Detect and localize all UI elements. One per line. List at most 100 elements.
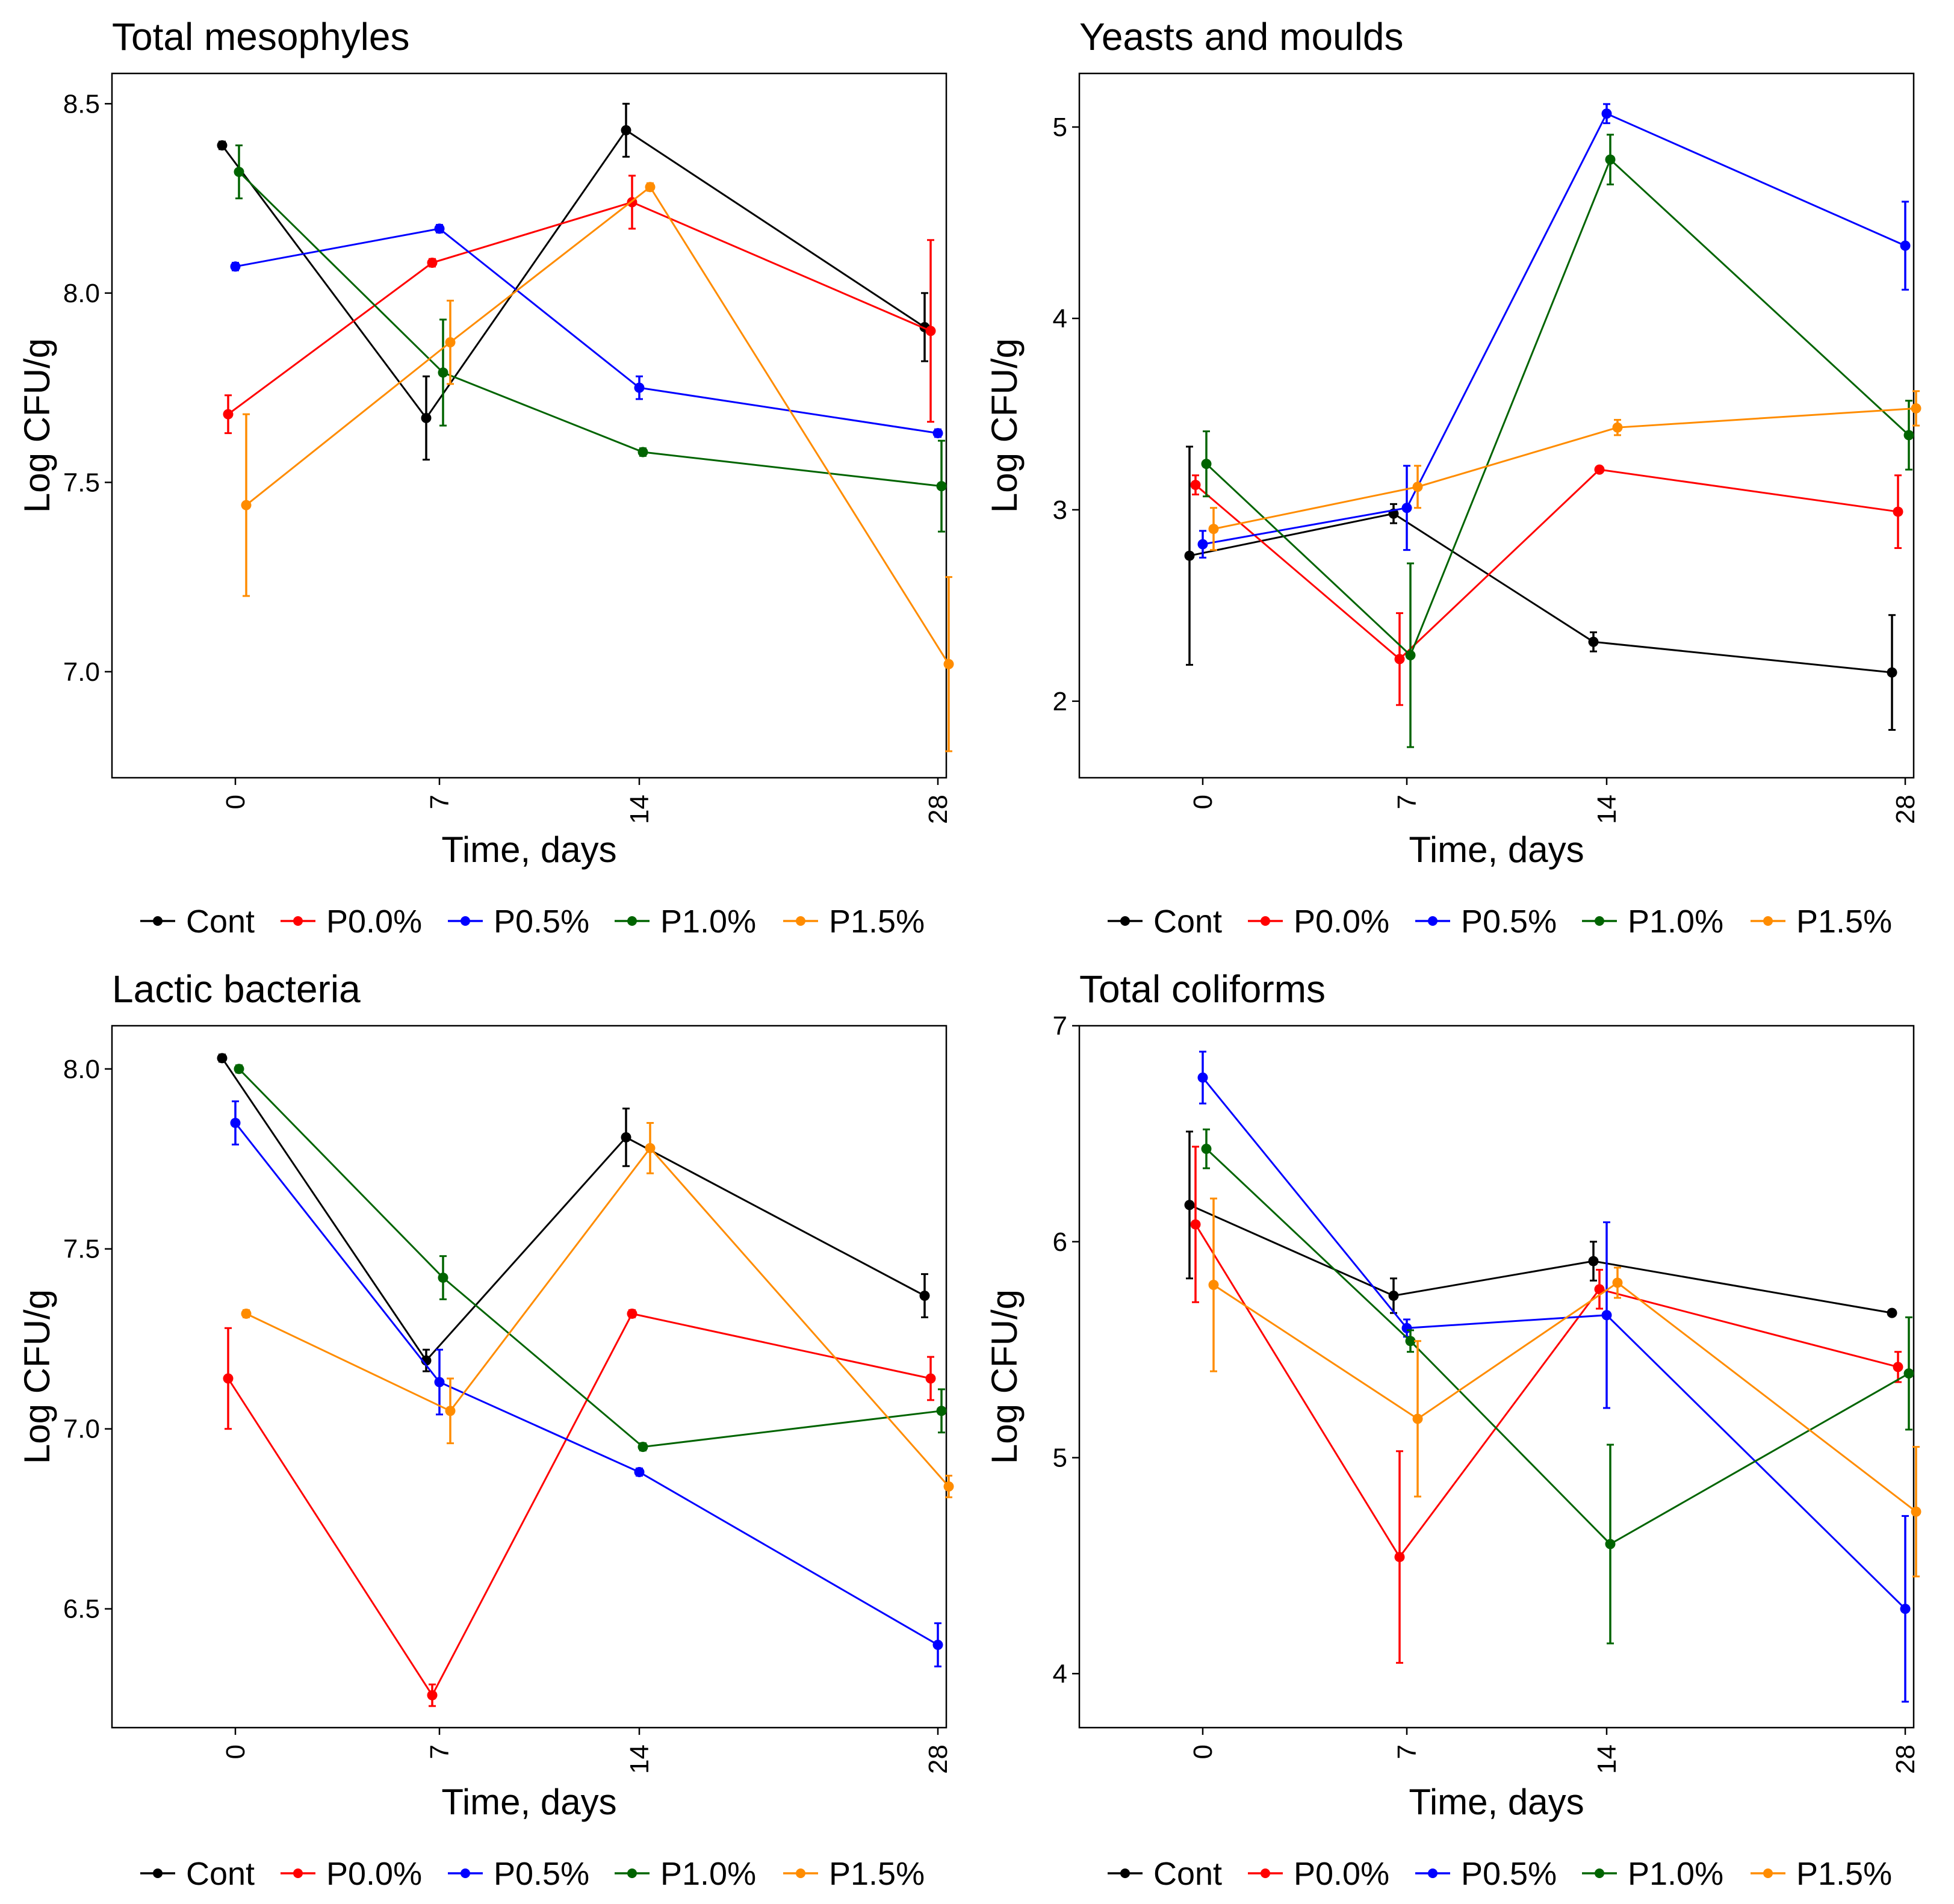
data-point	[217, 1053, 228, 1064]
series-line	[246, 1146, 950, 1487]
data-point	[445, 337, 456, 348]
series-P1.5%	[1208, 1197, 1921, 1578]
series-P0.5%	[230, 1100, 943, 1667]
y-tick-label: 7	[1053, 1011, 1067, 1041]
panel-1: Total mesophyles 7.0 7.5 8.0 8.5 0 7 14 28 Time, …	[17, 15, 954, 940]
data-point	[445, 1406, 456, 1416]
x-tick-label: 14	[1592, 795, 1622, 824]
data-point	[1588, 1256, 1599, 1267]
x-tick-label: 28	[923, 795, 953, 824]
data-point	[932, 1639, 943, 1650]
x-tick-label: 14	[1592, 1744, 1622, 1774]
legend-label: P1.0%	[660, 904, 756, 940]
plot-frame	[111, 1025, 948, 1729]
series-line	[1205, 1148, 1909, 1545]
x-tick-label: 0	[221, 1744, 250, 1759]
legend-label: P0.5%	[494, 904, 589, 940]
data-point	[936, 1406, 947, 1416]
series-line	[1213, 407, 1917, 530]
data-point	[1401, 503, 1412, 513]
series-line	[1189, 512, 1893, 674]
panel-title: Total mesophyles	[112, 15, 409, 58]
legend-marker	[1261, 1868, 1270, 1878]
data-point	[1201, 459, 1212, 470]
y-tick-label: 7.0	[63, 1415, 100, 1444]
data-point	[434, 223, 445, 234]
data-point	[936, 481, 947, 492]
data-point	[241, 1308, 252, 1319]
panel-title: Total coliforms	[1079, 967, 1326, 1011]
legend-marker	[796, 916, 805, 926]
data-point	[1612, 1277, 1623, 1288]
x-tick-label: 7	[425, 795, 454, 809]
series-Cont	[1184, 1130, 1897, 1318]
legend-marker	[1595, 1868, 1604, 1878]
y-tick-label: 4	[1053, 304, 1067, 333]
data-point	[1605, 1539, 1616, 1549]
series-P1.0%	[1201, 1128, 1914, 1645]
series-P0.0%	[1190, 464, 1903, 706]
data-point	[1412, 482, 1423, 492]
data-point	[1601, 1310, 1612, 1321]
legend: Cont P0.0% P0.5% P1.0% P1.5%	[1108, 904, 1892, 940]
series-line	[1195, 468, 1899, 660]
series-line	[235, 228, 938, 435]
data-point	[925, 326, 936, 336]
legend-marker	[1763, 916, 1773, 926]
series-line	[228, 201, 931, 415]
series-line	[238, 171, 942, 488]
data-point	[223, 1373, 234, 1384]
legend-marker	[1120, 1868, 1130, 1878]
data-point	[943, 659, 954, 669]
y-tick-label: 5	[1053, 1444, 1067, 1473]
y-tick-label: 3	[1053, 495, 1067, 525]
data-point	[1903, 430, 1914, 441]
panel-title: Yeasts and moulds	[1079, 15, 1403, 58]
legend-label: P0.5%	[494, 1856, 589, 1892]
y-axis-label: Log CFU/g	[984, 1289, 1025, 1464]
series-P1.0%	[1201, 134, 1914, 748]
series-line	[246, 185, 950, 665]
legend-marker	[627, 1868, 637, 1878]
data-point	[943, 1481, 954, 1492]
legend-marker	[1120, 916, 1130, 926]
x-axis-label: Time, days	[1409, 830, 1584, 870]
data-point	[438, 367, 448, 378]
legend-marker	[1595, 916, 1604, 926]
legend-marker	[1261, 916, 1270, 926]
series-P0.5%	[230, 223, 943, 439]
data-point	[438, 1273, 448, 1283]
series-line	[1194, 1224, 1899, 1559]
y-axis-label: Log CFU/g	[17, 338, 57, 513]
data-point	[241, 500, 252, 510]
legend: Cont P0.0% P0.5% P1.0% P1.5%	[140, 1856, 925, 1892]
y-tick-label: 5	[1053, 113, 1067, 142]
data-point	[1612, 422, 1623, 433]
data-point	[1911, 403, 1921, 414]
series-P1.5%	[1208, 390, 1921, 551]
data-point	[1190, 1219, 1201, 1230]
x-tick-label: 7	[1392, 1744, 1422, 1759]
panel-3: Lactic bacteria 6.5 7.0 7.5 8.0 0 7 14 28 Time, d…	[17, 967, 954, 1892]
series-P0.5%	[1197, 1050, 1911, 1703]
data-point	[1893, 1362, 1903, 1372]
legend-label: P0.0%	[1294, 904, 1389, 940]
series-P0.5%	[1197, 103, 1911, 559]
data-point	[925, 1373, 936, 1384]
data-point	[421, 412, 432, 423]
data-point	[1594, 464, 1605, 475]
series-P1.5%	[241, 182, 954, 752]
data-point	[932, 428, 943, 439]
series-line	[1189, 1204, 1893, 1314]
legend-label: P1.0%	[1628, 904, 1723, 940]
legend-label: Cont	[1153, 1856, 1222, 1892]
y-axis-label: Log CFU/g	[17, 1289, 57, 1464]
data-point	[634, 382, 645, 393]
data-point	[621, 125, 631, 135]
series-line	[1213, 1282, 1917, 1513]
panel-title: Lactic bacteria	[112, 967, 361, 1011]
legend-marker	[1428, 1868, 1438, 1878]
legend-label: P1.5%	[1796, 904, 1892, 940]
series-P0.0%	[223, 1308, 936, 1707]
x-tick-label: 7	[1392, 795, 1422, 809]
